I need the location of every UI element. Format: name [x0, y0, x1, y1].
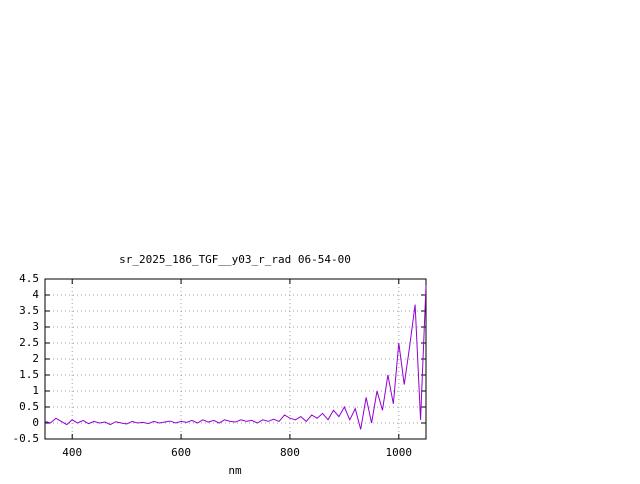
- y-tick-label: 1: [32, 384, 39, 397]
- x-tick-label: 1000: [386, 446, 413, 459]
- plot-frame: [44, 278, 427, 440]
- x-tick-label: 600: [171, 446, 191, 459]
- y-tick-label: 1.5: [19, 368, 39, 381]
- chart-title: sr_2025_186_TGF__y03_r_rad 06-54-00: [119, 253, 351, 266]
- y-tick-label: 2: [32, 352, 39, 365]
- x-axis-label: nm: [228, 464, 242, 477]
- y-tick-label: 4.5: [19, 272, 39, 285]
- y-tick-label: 0: [32, 416, 39, 429]
- y-tick-label: 2.5: [19, 336, 39, 349]
- y-tick-label: 0.5: [19, 400, 39, 413]
- data-line: [44, 285, 427, 430]
- x-tick-label: 800: [280, 446, 300, 459]
- y-tick-label: -0.5: [13, 432, 40, 445]
- y-tick-label: 4: [32, 288, 39, 301]
- y-tick-label: 3.5: [19, 304, 39, 317]
- y-tick-label: 3: [32, 320, 39, 333]
- x-tick-label: 400: [62, 446, 82, 459]
